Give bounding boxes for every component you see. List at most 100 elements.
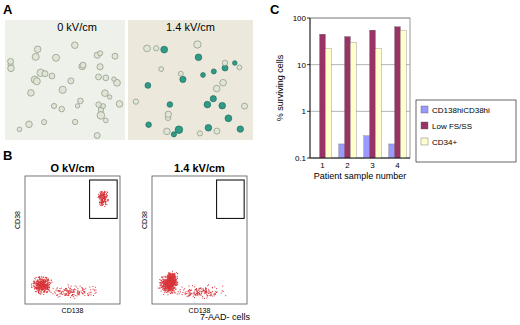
event-dot (36, 285, 37, 286)
event-dot (101, 195, 102, 196)
event-dot (47, 279, 48, 280)
event-dot (165, 280, 166, 281)
event-dot (43, 280, 44, 281)
event-dot (45, 282, 46, 283)
event-dot (164, 284, 165, 285)
event-dot (41, 290, 42, 291)
event-dot (37, 286, 38, 287)
event-dot (172, 279, 173, 280)
event-dot (104, 198, 105, 199)
event-dot (170, 281, 171, 282)
event-dot (90, 289, 91, 290)
event-dot (174, 283, 175, 284)
event-dot (174, 285, 175, 286)
event-dot (37, 284, 38, 285)
event-dot (39, 284, 40, 285)
event-dot (168, 286, 169, 287)
event-dot (171, 276, 172, 277)
event-dot (44, 284, 45, 285)
event-dot (169, 283, 170, 284)
cell (214, 128, 220, 134)
event-dot (173, 290, 174, 291)
event-dot (60, 293, 61, 294)
event-dot (46, 281, 47, 282)
event-dot (42, 284, 43, 285)
event-dot (104, 200, 105, 201)
event-dot (206, 292, 207, 293)
event-dot (162, 279, 163, 280)
event-dot (40, 282, 41, 283)
event-dot (49, 287, 50, 288)
event-dot (73, 294, 74, 295)
bar (339, 144, 345, 158)
event-dot (190, 290, 191, 291)
event-dot (44, 287, 45, 288)
event-dot (51, 280, 52, 281)
event-dot (38, 292, 39, 293)
cell (116, 101, 123, 108)
event-dot (203, 290, 204, 291)
event-dot (66, 291, 67, 292)
event-dot (175, 280, 176, 281)
event-dot (204, 291, 205, 292)
event-dot (167, 282, 168, 283)
event-dot (169, 280, 170, 281)
flow-frame (152, 176, 247, 304)
event-dot (82, 293, 83, 294)
event-dot (66, 290, 67, 291)
event-dot (194, 292, 195, 293)
event-dot (169, 275, 170, 276)
event-dot (45, 282, 46, 283)
event-dot (104, 200, 105, 201)
event-dot (38, 283, 39, 284)
event-dot (166, 281, 167, 282)
event-dot (64, 289, 65, 290)
event-dot (38, 282, 39, 283)
event-dot (164, 286, 165, 287)
event-dot (168, 280, 169, 281)
event-dot (173, 288, 174, 289)
event-dot (176, 282, 177, 283)
event-dot (173, 279, 174, 280)
event-dot (84, 289, 85, 290)
event-dot (39, 285, 40, 286)
event-dot (105, 204, 106, 205)
event-dot (41, 279, 42, 280)
event-dot (190, 289, 191, 290)
cell (175, 126, 183, 134)
event-dot (171, 280, 172, 281)
event-dot (165, 288, 166, 289)
event-dot (174, 281, 175, 282)
event-dot (170, 274, 171, 275)
event-dot (206, 288, 207, 289)
event-dot (165, 282, 166, 283)
event-dot (197, 291, 198, 292)
event-dot (161, 282, 162, 283)
event-dot (104, 197, 105, 198)
event-dot (171, 283, 172, 284)
event-dot (170, 278, 171, 279)
event-dot (188, 286, 189, 287)
event-dot (46, 283, 47, 284)
event-dot (36, 287, 37, 288)
event-dot (170, 280, 171, 281)
event-dot (90, 292, 91, 293)
event-dot (163, 286, 164, 287)
cell (42, 71, 48, 77)
event-dot (89, 287, 90, 288)
event-dot (165, 288, 166, 289)
event-dot (164, 279, 165, 280)
event-dot (38, 293, 39, 294)
event-dot (212, 291, 213, 292)
event-dot (104, 202, 105, 203)
legend-swatch (421, 122, 428, 129)
event-dot (170, 276, 171, 277)
event-dot (169, 285, 170, 286)
event-dot (98, 197, 99, 198)
event-dot (173, 281, 174, 282)
event-dot (45, 282, 46, 283)
event-dot (173, 283, 174, 284)
event-dot (68, 290, 69, 291)
event-dot (45, 281, 46, 282)
event-dot (205, 287, 206, 288)
